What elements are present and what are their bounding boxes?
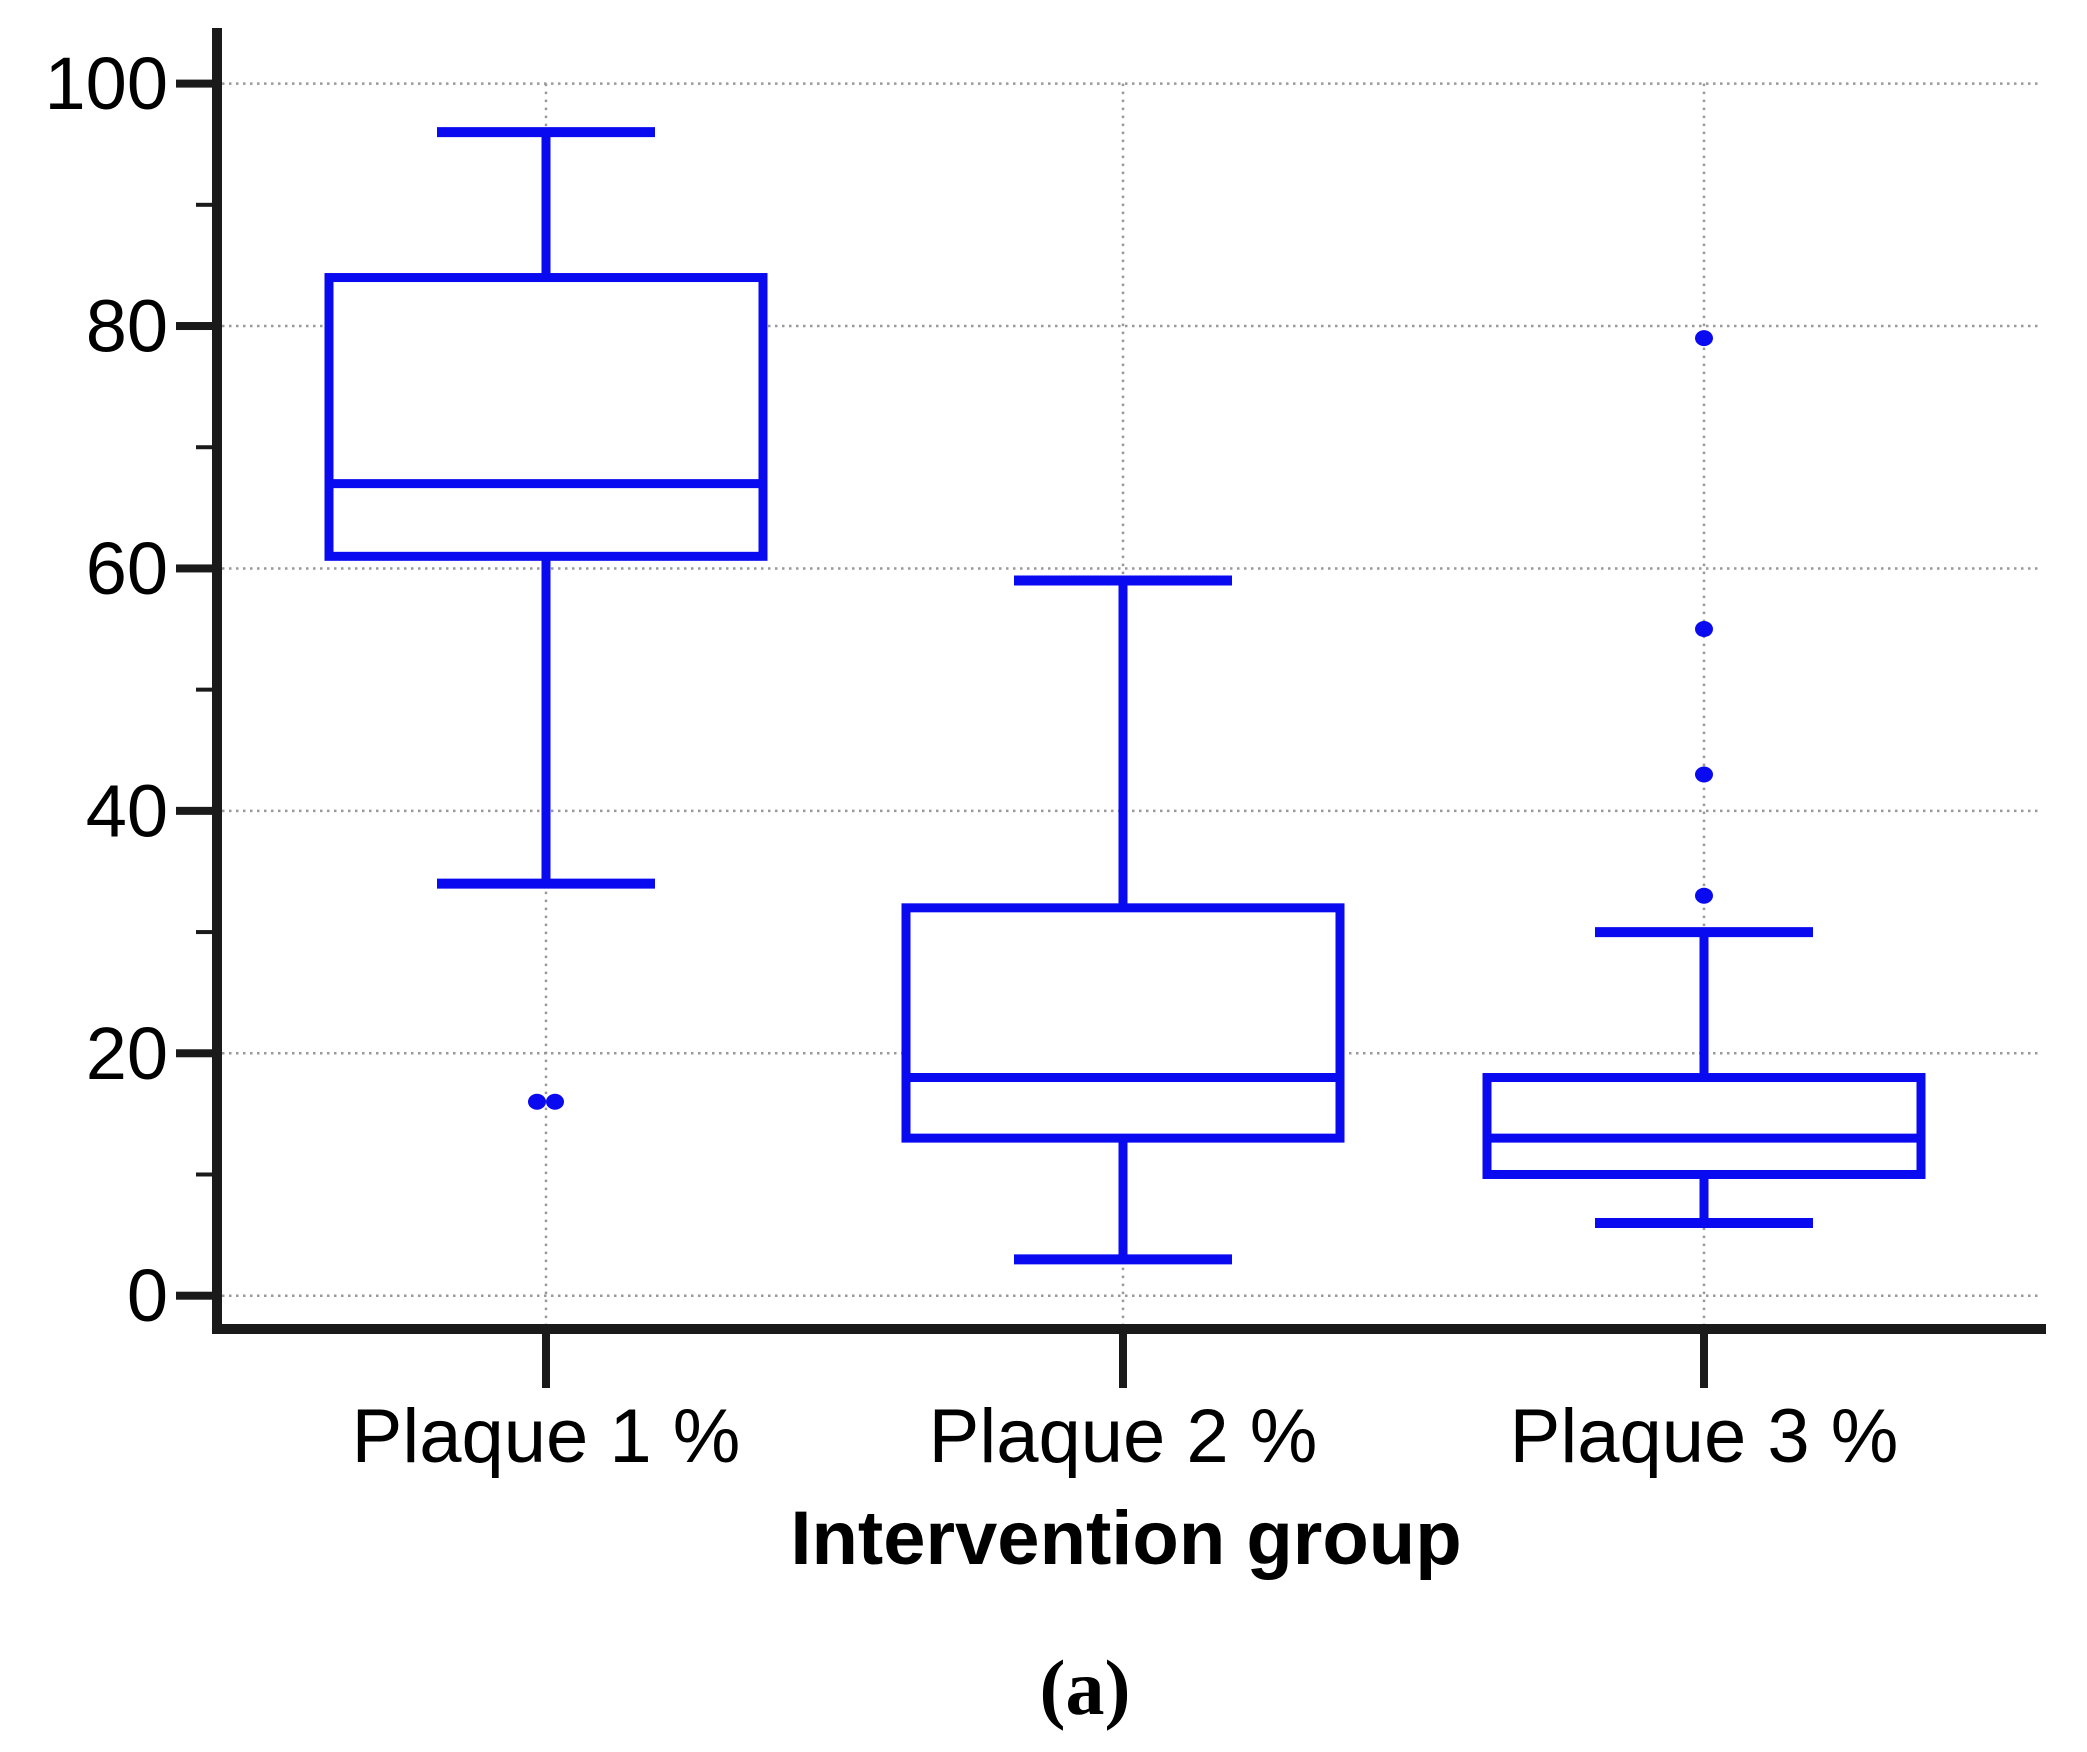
y-major-tick-80: [176, 322, 212, 331]
x-tick-label-plaque-3: Plaque 3 %: [1510, 1394, 1899, 1479]
y-tick-label-20: 20: [86, 1012, 168, 1095]
x-axis-spine: [212, 1324, 2046, 1334]
iqr-box-plaque-2: [901, 903, 1345, 1143]
outlier-dot-plaque-3: [1695, 766, 1713, 783]
y-tick-label-60: 60: [86, 527, 168, 610]
y-major-tick-100: [176, 79, 212, 88]
y-minor-tick-90: [196, 202, 212, 207]
outlier-dot-plaque-1: [546, 1093, 564, 1110]
y-minor-tick-70: [196, 445, 212, 450]
x-tick-label-plaque-2: Plaque 2 %: [929, 1394, 1318, 1479]
y-major-tick-20: [176, 1049, 212, 1058]
y-tick-label-100: 100: [45, 42, 168, 125]
figure-caption: (a): [1040, 1644, 1131, 1731]
iqr-box-plaque-1: [324, 273, 768, 561]
y-tick-label-80: 80: [86, 285, 168, 368]
outlier-dot-plaque-3: [1695, 621, 1713, 638]
outlier-dot-plaque-1: [528, 1093, 546, 1110]
y-major-tick-40: [176, 806, 212, 815]
y-tick-label-0: 0: [127, 1254, 168, 1337]
x-axis-title: Intervention group: [790, 1496, 1461, 1581]
outlier-dot-plaque-3: [1695, 330, 1713, 347]
x-tick-2: [1119, 1334, 1127, 1388]
y-minor-tick-10: [196, 1172, 212, 1177]
y-minor-tick-50: [196, 687, 212, 692]
y-major-tick-0: [176, 1291, 212, 1300]
y-tick-label-40: 40: [86, 769, 168, 852]
y-axis-spine: [212, 28, 222, 1334]
x-tick-3: [1700, 1334, 1708, 1388]
y-major-tick-60: [176, 564, 212, 573]
iqr-box-plaque-3: [1482, 1073, 1926, 1179]
y-minor-tick-30: [196, 930, 212, 935]
x-tick-1: [542, 1334, 550, 1388]
x-tick-label-plaque-1: Plaque 1 %: [352, 1394, 741, 1479]
outlier-dot-plaque-3: [1695, 887, 1713, 904]
